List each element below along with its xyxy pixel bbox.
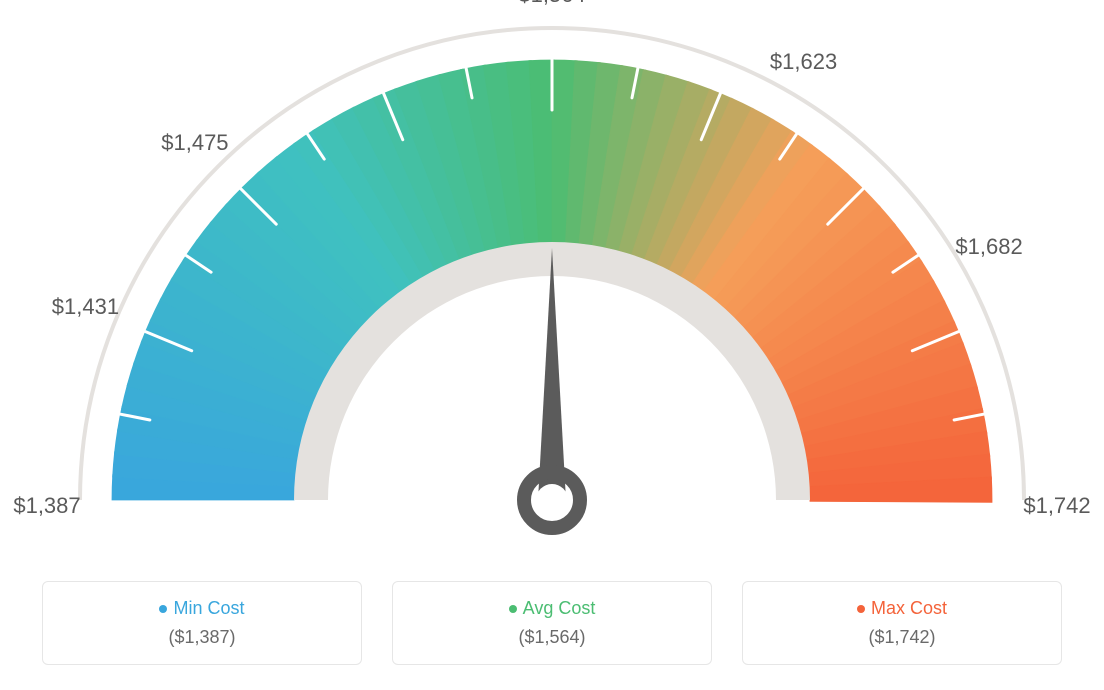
dot-icon <box>857 605 865 613</box>
gauge-tick-label: $1,564 <box>518 0 585 8</box>
gauge-tick-label: $1,623 <box>770 49 837 75</box>
legend-card-avg: Avg Cost ($1,564) <box>392 581 712 665</box>
dot-icon <box>159 605 167 613</box>
gauge-tick-label: $1,475 <box>161 130 228 156</box>
gauge-svg <box>0 0 1104 560</box>
legend-card-min: Min Cost ($1,387) <box>42 581 362 665</box>
legend-value-avg: ($1,564) <box>413 627 691 648</box>
legend-value-max: ($1,742) <box>763 627 1041 648</box>
legend-title-avg: Avg Cost <box>413 598 691 619</box>
legend-row: Min Cost ($1,387) Avg Cost ($1,564) Max … <box>0 581 1104 665</box>
gauge-tick-label: $1,682 <box>955 234 1022 260</box>
gauge-tick-label: $1,431 <box>52 294 119 320</box>
legend-title-text: Min Cost <box>173 598 244 618</box>
legend-title-text: Avg Cost <box>523 598 596 618</box>
gauge-tick-label: $1,742 <box>1023 493 1090 519</box>
legend-title-text: Max Cost <box>871 598 947 618</box>
legend-title-max: Max Cost <box>763 598 1041 619</box>
gauge-tick-label: $1,387 <box>13 493 80 519</box>
cost-gauge: $1,387 $1,431 $1,475 $1,564 $1,623 $1,682 $1,7… <box>0 0 1104 560</box>
legend-value-min: ($1,387) <box>63 627 341 648</box>
dot-icon <box>509 605 517 613</box>
legend-title-min: Min Cost <box>63 598 341 619</box>
legend-card-max: Max Cost ($1,742) <box>742 581 1062 665</box>
